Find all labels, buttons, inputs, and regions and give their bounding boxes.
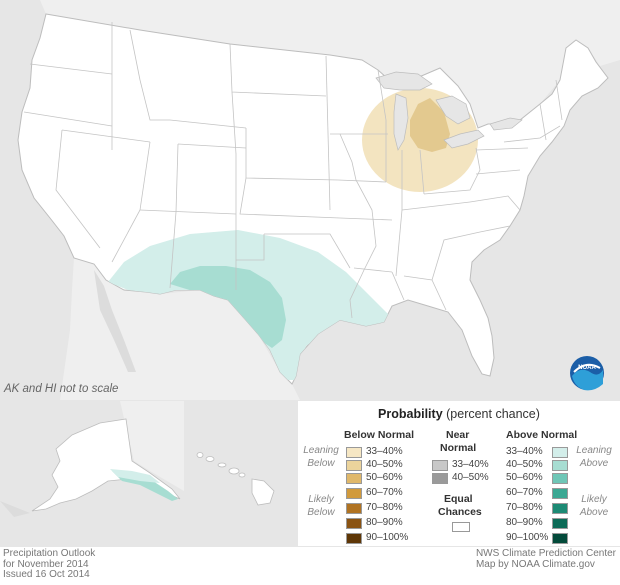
conus-map: NOAA (17, 13, 609, 391)
scale-note: AK and HI not to scale (4, 383, 119, 395)
alaska-inset (0, 401, 184, 546)
equal-chances-label-2: Chances (438, 506, 482, 518)
leaning-above-label: Leaning Above (576, 445, 612, 469)
svg-text:NOAA: NOAA (578, 365, 596, 371)
footer-credits: NWS Climate Prediction Center Map by NOA… (475, 548, 616, 570)
likely-below-label: Likely Below (307, 494, 335, 518)
above-normal-40-50-area (170, 266, 286, 348)
hawaii-inset (186, 401, 296, 546)
below-normal-40-50-area (410, 98, 450, 152)
near-normal-header-2: Normal (440, 442, 477, 454)
footer: Precipitation Outlook for November 2014 … (0, 547, 620, 585)
below-normal-header: Below Normal (344, 429, 415, 441)
legend-title: Probability (percent chance) (378, 407, 540, 421)
above-normal-header: Above Normal (506, 429, 578, 441)
probability-legend: Probability (percent chance) Below Norma… (298, 401, 620, 546)
near-normal-header-1: Near (446, 429, 470, 441)
leaning-below-label: Leaning Below (303, 445, 339, 469)
likely-above-label: Likely Above (579, 494, 609, 518)
footer-caption: Precipitation Outlook for November 2014 … (3, 548, 96, 580)
equal-chances-label-1: Equal (444, 493, 473, 505)
noaa-logo-icon: NOAA (570, 356, 604, 391)
equal-chances-swatch (452, 522, 470, 532)
